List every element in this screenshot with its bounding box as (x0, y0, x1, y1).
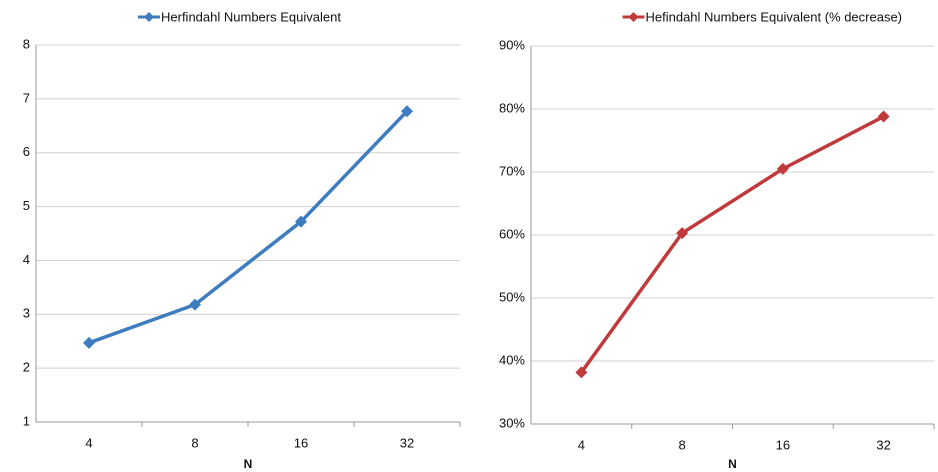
line (88, 110, 409, 345)
x-tick-label: 8 (191, 435, 198, 450)
x-axis-label: N (244, 457, 253, 471)
marker (877, 110, 890, 123)
legend-label: Herfindahl Numbers Equivalent (161, 9, 341, 24)
x-tick-label: 4 (578, 437, 585, 452)
y-tick-label: 8 (23, 36, 30, 51)
y-tick-label: 4 (23, 252, 30, 267)
y-tick-label: 50% (499, 289, 525, 304)
x-tick-label: 16 (776, 437, 790, 452)
y-tick-label: 1 (23, 413, 30, 428)
marker (401, 105, 413, 118)
y-tick-label: 30% (499, 415, 525, 430)
line (579, 115, 885, 374)
x-tick-label: 32 (876, 437, 890, 452)
y-tick-label: 5 (23, 198, 30, 213)
marker (189, 298, 201, 311)
x-tick-label: 32 (400, 435, 414, 450)
y-tick-label: 40% (499, 352, 525, 367)
y-tick-label: 80% (499, 100, 525, 115)
y-tick-label: 3 (23, 306, 30, 321)
y-tick-label: 7 (23, 90, 30, 105)
x-tick-label: 16 (294, 435, 308, 450)
legend-label: Hefindahl Numbers Equivalent (% decrease… (646, 9, 903, 24)
marker (295, 215, 307, 228)
marker (676, 227, 689, 240)
legend-marker (628, 12, 639, 22)
y-tick-label: 90% (499, 37, 525, 52)
y-tick-label: 60% (499, 226, 525, 241)
y-tick-label: 70% (499, 163, 525, 178)
x-tick-label: 8 (679, 437, 686, 452)
marker (83, 336, 95, 349)
y-tick-label: 6 (23, 144, 30, 159)
x-axis-label: N (728, 457, 737, 471)
marker (575, 366, 588, 379)
x-tick-label: 4 (85, 435, 92, 450)
y-tick-label: 2 (23, 360, 30, 375)
marker (776, 162, 789, 175)
legend-marker (144, 12, 154, 22)
